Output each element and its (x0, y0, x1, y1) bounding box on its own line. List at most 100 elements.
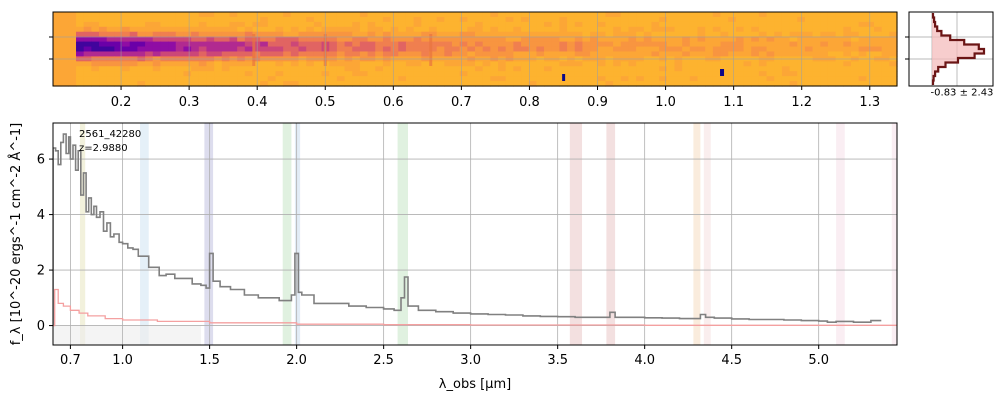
spectrum-2d-pixel (459, 46, 468, 53)
spectrum-2d-pixel (375, 12, 384, 18)
spectrum-2d-pixel (76, 31, 85, 38)
spectrum-2d-pixel (720, 46, 729, 53)
spectrum-2d-pixel (804, 46, 814, 53)
spectrum-2d-pixel (536, 66, 545, 72)
spectrum-2d-pixel (697, 16, 706, 23)
emission-line-band (606, 123, 616, 345)
spectrum-2d-pixel (83, 76, 92, 82)
spectrum-2d-pixel (620, 71, 630, 77)
spectrum-2d-pixel (229, 31, 238, 38)
spectrum-2d-pixel (843, 31, 852, 38)
spectrum-2d-pixel (820, 16, 829, 23)
spectrum-2d-pixel (866, 26, 875, 33)
spectrum-2d-pixel (298, 71, 307, 77)
spectrum-2d-pixel (758, 41, 768, 48)
emission-line-band (836, 123, 845, 345)
spectrum-2d-pixel (359, 26, 369, 33)
spectrum-2d-pixel (528, 66, 537, 72)
spectrum-2d-pixel (536, 12, 545, 18)
spectrum-2d-pixel (129, 36, 138, 43)
spectrum-2d-pixel (574, 31, 584, 38)
spectrum-2d-pixel (482, 61, 491, 67)
spectrum-1d-x-tick-label: 4.5 (721, 353, 742, 368)
spectrum-2d-pixel (866, 71, 875, 77)
spectrum-2d-pixel (482, 66, 491, 72)
spectrum-2d-pixel (313, 12, 323, 18)
spectrum-2d-pixel (206, 41, 215, 48)
spectrum-2d-pixel (306, 51, 315, 57)
spectrum-2d-pixel (674, 71, 683, 77)
spectrum-2d-pixel (567, 31, 576, 38)
spectrum-2d-pixel (475, 12, 484, 18)
spectrum-2d-pixel (674, 51, 683, 57)
spectrum-2d-pixel (398, 61, 407, 67)
spectrum-2d-pixel (827, 16, 837, 23)
spectrum-2d-pixel (221, 76, 231, 82)
spectrum-2d-pixel (252, 61, 261, 67)
spectrum-2d-pixel (781, 36, 791, 43)
spectrum-2d-pixel (214, 21, 223, 28)
spectrum-2d-pixel (651, 12, 660, 18)
spectrum-2d-pixel (336, 46, 346, 53)
spectrum-2d-pixel (582, 71, 591, 77)
spectrum-2d-pixel (191, 21, 200, 28)
spectrum-2d-pixel (697, 76, 706, 82)
spectrum-2d-pixel (613, 66, 622, 72)
spectrum-2d-pixel (513, 66, 522, 72)
spectrum-2d-pixel (567, 81, 576, 87)
spectrum-2d-pixel (60, 66, 69, 72)
spectrum-1d-x-tick-label: 1.0 (112, 353, 133, 368)
spectrum-2d-pixel (191, 31, 200, 38)
spectrum-2d-pixel (774, 66, 783, 72)
spectrum-2d-pixel (60, 36, 69, 43)
spectrum-2d-pixel (843, 12, 852, 18)
spectrum-2d-pixel (206, 71, 215, 77)
spectrum-2d-grid (53, 12, 897, 86)
spectrum-2d-pixel (244, 66, 254, 72)
spectrum-2d-pixel (682, 26, 691, 33)
spectrum-2d-pixel (582, 61, 591, 67)
spectrum-2d-pixel (106, 36, 115, 43)
spectrum-2d-pixel (122, 66, 131, 72)
spectrum-2d-pixel (53, 66, 62, 72)
spectrum-2d-pixel (490, 81, 499, 87)
spectrum-2d-pixel (129, 81, 138, 87)
spectrum-2d-pixel (106, 41, 115, 48)
spectrum-2d-pixel (735, 51, 745, 57)
spectrum-2d-pixel (544, 36, 553, 43)
spectrum-2d-pixel (682, 46, 691, 53)
spectrum-2d-pixel (666, 26, 676, 33)
spectrum-2d-pixel (590, 16, 599, 23)
spectrum-2d-pixel (421, 12, 430, 18)
spectrum-2d-pixel (53, 71, 62, 77)
spatial-profile-fill (932, 13, 984, 85)
spectrum-2d-pixel (490, 12, 499, 18)
spectrum-2d-pixel (735, 46, 745, 53)
spectrum-2d-pixel (544, 71, 553, 77)
spectrum-2d-pixel (237, 51, 246, 57)
spectrum-2d-pixel (298, 61, 307, 67)
spectrum-2d-pixel (835, 81, 844, 87)
spectrum-2d-pixel (513, 71, 522, 77)
spectrum-2d-pixel (321, 12, 330, 18)
spectrum-2d-pixel (705, 26, 714, 33)
spectrum-2d-pixel (666, 12, 676, 18)
spectrum-2d-pixel (221, 36, 231, 43)
spectrum-2d-pixel (413, 12, 422, 18)
spectrum-2d-x-tick-label: 0.9 (587, 95, 608, 110)
spectrum-2d-pixel (712, 31, 722, 38)
spectrum-2d-pixel (628, 51, 637, 57)
spectrum-2d-pixel (866, 81, 875, 87)
spectrum-2d-pixel (60, 61, 69, 67)
spectrum-2d-pixel (451, 46, 461, 53)
spectrum-2d-pixel (229, 16, 238, 23)
spectrum-2d-pixel (498, 31, 507, 38)
spectrum-2d-pixel (720, 51, 729, 57)
spectrum-2d-pixel (229, 71, 238, 77)
spectrum-2d-pixel (559, 16, 568, 23)
spectrum-2d-pixel (329, 16, 338, 23)
spectrum-2d-pixel (513, 51, 522, 57)
spectrum-2d-pixel (850, 66, 860, 72)
spectrum-2d-pixel (544, 61, 553, 67)
spectrum-2d-pixel (122, 16, 131, 23)
